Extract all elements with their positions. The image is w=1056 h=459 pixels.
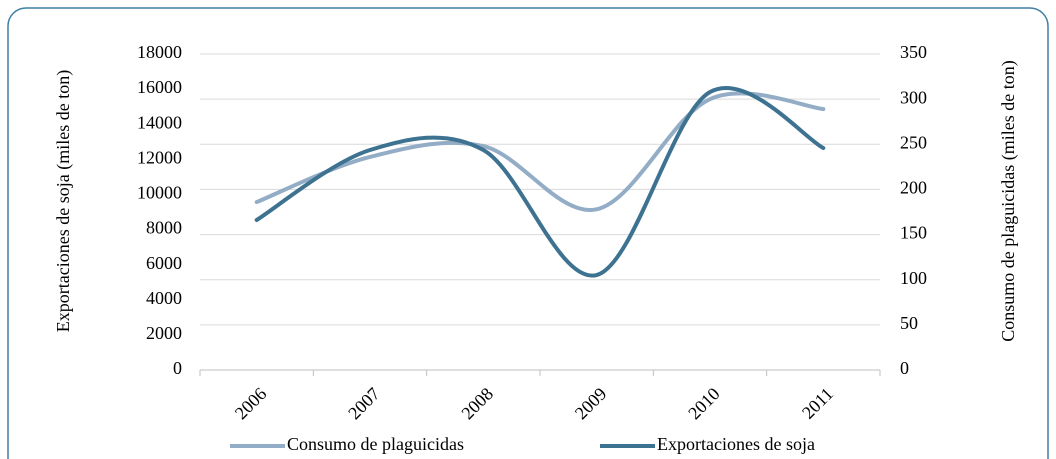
y-tick-label: 10000 (137, 183, 182, 203)
y-tick-label: 4000 (146, 288, 182, 308)
y-tick-label: 14000 (137, 112, 182, 132)
legend-label: Exportaciones de soja (657, 434, 815, 454)
series-line (254, 86, 826, 278)
y2-tick-label: 200 (900, 178, 927, 198)
y-axis-label: Exportaciones de soja (miles de ton) (53, 69, 73, 333)
y2-axis-label: Consumo de plaguicidas (miles de ton) (998, 60, 1018, 342)
legend-label: Consumo de plaguicidas (287, 434, 464, 454)
y-tick-label: 16000 (137, 77, 182, 97)
y2-tick-label: 250 (900, 132, 927, 152)
y-tick-label: 8000 (146, 218, 182, 238)
y2-tick-label: 350 (900, 42, 927, 62)
y2-tick-label: 300 (900, 87, 927, 107)
y-tick-label: 2000 (146, 323, 182, 343)
y-tick-label: 6000 (146, 253, 182, 273)
y2-tick-label: 0 (900, 358, 909, 378)
y-tick-label: 0 (173, 358, 182, 378)
y-tick-label: 18000 (137, 42, 182, 62)
series-line (254, 91, 826, 212)
y2-tick-label: 100 (900, 268, 927, 288)
y-tick-label: 12000 (137, 147, 182, 167)
y2-tick-label: 150 (900, 223, 927, 243)
y2-tick-label: 50 (900, 313, 918, 333)
